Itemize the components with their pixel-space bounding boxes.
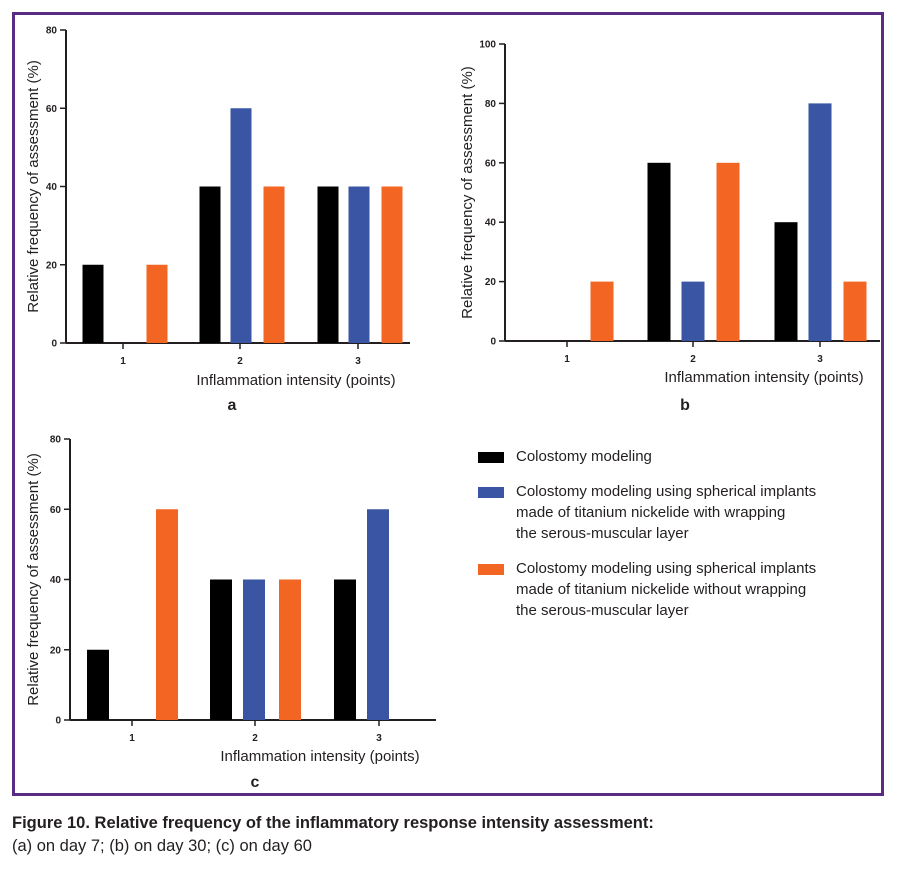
y-tick-label: 80	[485, 99, 497, 110]
legend: Colostomy modeling Colostomy modeling us…	[478, 446, 878, 635]
y-tick-label: 60	[46, 104, 58, 115]
x-tick-label: 2	[237, 356, 243, 367]
bar-a-series2-cat2	[263, 186, 285, 343]
x-tick-label: 2	[252, 733, 258, 744]
x-axis-label-a: Inflammation intensity (points)	[196, 372, 395, 389]
y-tick-label: 60	[485, 158, 497, 169]
bar-c-series2-cat1	[156, 509, 178, 720]
bar-c-series1-cat2	[243, 579, 265, 720]
bar-a-series0-cat3	[317, 186, 339, 343]
legend-label-2-line-2: the serous-muscular layer	[516, 602, 689, 619]
x-tick-label: 3	[817, 354, 823, 365]
y-tick-label: 80	[50, 435, 62, 446]
x-tick-label: 2	[690, 354, 696, 365]
legend-item-2: Colostomy modeling using spherical impla…	[478, 558, 878, 621]
bar-a-series2-cat1	[146, 264, 168, 343]
y-tick-label: 20	[50, 645, 62, 656]
y-tick-label: 0	[51, 339, 57, 350]
bar-a-series2-cat3	[381, 186, 403, 343]
y-axis-label-b: Relative frequency of assessment (%)	[459, 66, 476, 319]
panel-letter-b: b	[680, 397, 690, 414]
x-tick-label: 3	[355, 356, 361, 367]
figure-caption: Figure 10. Relative frequency of the inf…	[12, 812, 892, 858]
legend-label-1-line-1: made of titanium nickelide with wrapping	[516, 504, 786, 521]
y-tick-label: 0	[55, 716, 61, 727]
y-tick-label: 60	[50, 505, 62, 516]
y-tick-label: 20	[485, 277, 497, 288]
legend-label-2-line-0: Colostomy modeling using spherical impla…	[516, 560, 817, 577]
legend-item-1: Colostomy modeling using spherical impla…	[478, 481, 878, 544]
panel-letter-a: a	[228, 397, 237, 414]
bar-b-series0-cat3	[774, 222, 798, 341]
bar-b-series2-cat3	[843, 281, 867, 341]
legend-label-1-line-2: the serous-muscular layer	[516, 525, 689, 542]
x-tick-label: 1	[120, 356, 126, 367]
y-tick-label: 40	[46, 182, 58, 193]
x-axis-label-c: Inflammation intensity (points)	[220, 748, 419, 765]
y-tick-label: 40	[485, 218, 497, 229]
bar-b-series1-cat2	[681, 281, 705, 341]
y-tick-label: 20	[46, 260, 58, 271]
bar-a-series1-cat3	[348, 186, 370, 343]
caption-title: Figure 10. Relative frequency of the inf…	[12, 814, 654, 832]
legend-swatch-2	[478, 564, 504, 575]
legend-label-0-line-0: Colostomy modeling	[516, 448, 652, 465]
y-tick-label: 40	[50, 575, 62, 586]
bar-a-series0-cat2	[199, 186, 221, 343]
caption-text: (a) on day 7; (b) on day 30; (c) on day …	[12, 837, 312, 855]
legend-swatch-1	[478, 487, 504, 498]
y-tick-label: 80	[46, 26, 58, 37]
x-tick-label: 1	[564, 354, 570, 365]
x-tick-label: 1	[129, 733, 135, 744]
bar-c-series1-cat3	[367, 509, 389, 720]
y-axis-label-c: Relative frequency of assessment (%)	[25, 453, 42, 706]
bar-c-series2-cat2	[279, 579, 301, 720]
bar-b-series2-cat2	[716, 162, 740, 341]
y-axis-label-a: Relative frequency of assessment (%)	[25, 60, 42, 313]
legend-label-2-line-1: made of titanium nickelide without wrapp…	[516, 581, 807, 598]
figure-frame	[12, 12, 884, 796]
legend-label-1-line-0: Colostomy modeling using spherical impla…	[516, 483, 817, 500]
legend-item-0: Colostomy modeling	[478, 446, 878, 467]
y-tick-label: 0	[490, 337, 496, 348]
bar-b-series0-cat2	[647, 162, 671, 341]
bar-b-series2-cat1	[590, 281, 614, 341]
bar-a-series0-cat1	[82, 264, 104, 343]
bar-c-series0-cat2	[210, 579, 232, 720]
bar-a-series1-cat2	[230, 108, 252, 343]
x-axis-label-b: Inflammation intensity (points)	[664, 369, 863, 386]
legend-swatch-0	[478, 452, 504, 463]
bar-c-series0-cat1	[87, 649, 109, 720]
x-tick-label: 3	[376, 733, 382, 744]
y-tick-label: 100	[479, 40, 496, 51]
bar-b-series1-cat3	[808, 103, 832, 342]
panel-letter-c: c	[251, 774, 260, 791]
bar-c-series0-cat3	[334, 579, 356, 720]
